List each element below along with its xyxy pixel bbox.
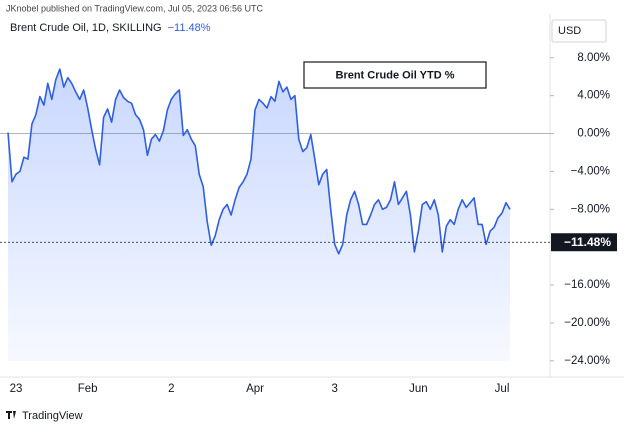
y-tick-label: −4.00%	[571, 165, 610, 177]
brand: TradingView	[22, 410, 83, 422]
chart-title: Brent Crude Oil YTD %	[336, 69, 455, 81]
legend-value: −11.48%	[168, 22, 211, 34]
x-tick-label: Jul	[495, 383, 510, 395]
y-tick-label: 8.00%	[577, 52, 610, 64]
area-fill	[8, 69, 510, 361]
price-line	[7, 68, 511, 255]
y-tick-label: −16.00%	[564, 279, 610, 291]
x-tick-label: Feb	[78, 383, 98, 395]
last-value-box	[551, 233, 617, 252]
x-tick-label: 3	[331, 383, 337, 395]
x-tick-label: 23	[10, 383, 23, 395]
x-tick-label: Apr	[246, 383, 264, 395]
legend-label: Brent Crude Oil, 1D, SKILLING	[10, 22, 162, 34]
brand-logo	[6, 411, 16, 419]
currency: USD	[558, 25, 581, 37]
x-tick-label: Jun	[409, 383, 428, 395]
plot: 8.00% 4.00% 0.00% −4.00% −8.00% −16.00% −20.00…	[0, 52, 617, 395]
x-tick-label: 2	[168, 383, 174, 395]
header: JKnobel published on TradingView.com, Ju…	[6, 3, 263, 13]
last-value-label: −11.48%	[564, 235, 611, 249]
y-tick-label: −8.00%	[571, 203, 610, 215]
y-tick-label: 0.00%	[577, 128, 610, 140]
title-box	[303, 61, 487, 89]
currency-box	[551, 19, 607, 43]
y-tick-label: −20.00%	[564, 317, 610, 329]
y-tick-label: −24.00%	[564, 355, 610, 367]
y-tick-label: 4.00%	[577, 90, 610, 102]
